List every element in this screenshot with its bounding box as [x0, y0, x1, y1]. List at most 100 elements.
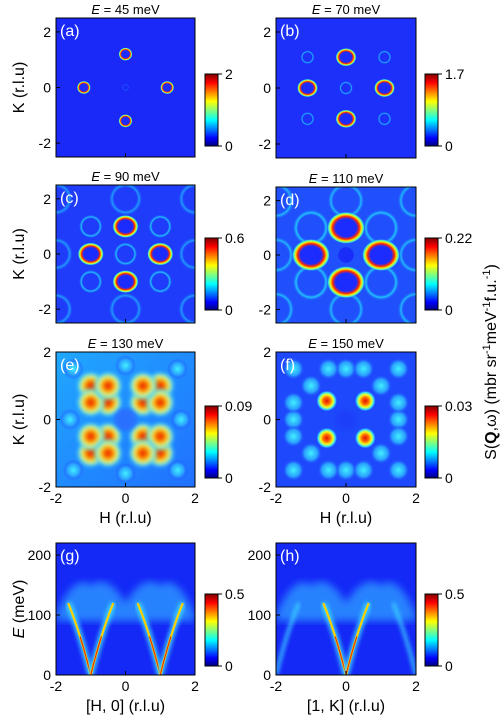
panel-label: (a)	[60, 23, 80, 40]
y-tick-label: 0	[263, 667, 271, 683]
x-tick-label: -2	[270, 490, 283, 506]
y-tick-label: 2	[43, 24, 51, 40]
colorbar-max-label: 2	[225, 66, 233, 82]
y-tick-label: 2	[263, 193, 271, 209]
y-tick-label: -2	[39, 479, 52, 495]
panel-d: (d) E = 110 meV 2 0 -2 0.22 0	[259, 171, 472, 324]
heatmap-image	[56, 185, 195, 323]
x-tick-label: -2	[50, 490, 63, 506]
colorbar: 20	[204, 66, 233, 154]
panel-f: (f) E = 150 meV 2 0 -2-2 0 2 H (r.l.u) 0.03 0	[259, 336, 473, 527]
colorbar: 0.09 0	[204, 398, 252, 486]
y-tick-label: 0	[263, 247, 271, 263]
colorbar: 0.60	[204, 230, 245, 318]
panel-title: E = 90 meV	[91, 169, 160, 184]
panel-title: E = 130 meV	[88, 336, 164, 351]
colorbar-gradient	[424, 405, 439, 479]
heatmap-image	[56, 352, 195, 487]
colorbar-min-label: 0	[445, 658, 453, 674]
panel-b: (b) E = 70 meV 2 0 -2 1.70	[259, 2, 465, 159]
x-tick-label: 2	[412, 490, 420, 506]
x-axis-label: H (r.l.u)	[99, 510, 151, 527]
panel-label: (h)	[280, 548, 300, 565]
panel-title: E = 150 meV	[308, 336, 384, 351]
colorbar-gradient	[424, 237, 439, 311]
y-tick-label: 0	[263, 80, 271, 96]
colorbar-gradient	[204, 593, 219, 667]
x-tick-label: 2	[412, 678, 420, 694]
panel-title: E = 45 meV	[91, 2, 160, 17]
y-tick-label: 2	[43, 191, 51, 207]
colorbar-max-label: 0.6	[225, 230, 245, 246]
colorbar-min-label: 0	[225, 138, 233, 154]
heatmap-image	[276, 18, 416, 158]
panel-label: (d)	[280, 192, 300, 209]
colorbar: 0.50	[424, 586, 465, 674]
colorbar-min-label: 0	[225, 658, 233, 674]
panel-label: (b)	[280, 23, 300, 40]
x-tick-label: 0	[342, 678, 350, 694]
colorbar-min-label: 0	[225, 470, 233, 486]
colorbar-gradient	[424, 73, 439, 147]
x-tick-label: 0	[342, 490, 350, 506]
y-tick-label: 2	[43, 344, 51, 360]
colorbar: 0.03 0	[424, 398, 472, 486]
colorbar-min-label: 0	[445, 302, 453, 318]
colorbar-gradient	[204, 73, 219, 147]
colorbar-max-label: 0.03	[445, 398, 472, 414]
y-axis-label: K (r.l.u)	[11, 62, 28, 114]
panel-label: (e)	[60, 357, 80, 374]
colorbar-min-label: 0	[445, 138, 453, 154]
colorbar-min-label: 0	[225, 302, 233, 318]
y-tick-label: 0	[43, 80, 51, 96]
colorbar-min-label: 0	[445, 470, 453, 486]
panel-label: (g)	[60, 548, 80, 565]
heatmap-image	[276, 543, 416, 675]
panel-label: (f)	[280, 357, 295, 374]
y-tick-label: 100	[248, 607, 272, 623]
y-axis-label: K (r.l.u)	[11, 394, 28, 446]
panel-title: E = 110 meV	[309, 171, 384, 186]
colorbar-max-label: 0.09	[225, 398, 252, 414]
y-tick-label: 2	[263, 24, 271, 40]
x-tick-label: 2	[191, 678, 199, 694]
x-axis-label: [1, K] (r.l.u)	[307, 698, 385, 715]
heatmap-image	[56, 543, 195, 675]
panel-title: E = 70 meV	[312, 2, 381, 17]
x-axis-label: H (r.l.u)	[320, 510, 372, 527]
y-tick-label: 2	[263, 344, 271, 360]
heatmap-image	[276, 352, 416, 487]
colorbar-max-label: 0.22	[445, 230, 472, 246]
x-tick-label: -2	[270, 678, 283, 694]
colorbar-gradient	[204, 405, 219, 479]
y-tick-label: -2	[259, 479, 272, 495]
y-tick-label: 0	[43, 667, 51, 683]
shared-colorbar-label: S(Q,ω) (mbr sr-1meV-1f.u.-1)	[481, 264, 500, 460]
panel-label: (c)	[60, 190, 79, 207]
colorbar-max-label: 0.5	[225, 586, 245, 602]
colorbar: 0.50	[204, 586, 245, 674]
colorbar-gradient	[204, 237, 219, 311]
y-axis-label: E (meV)	[11, 580, 28, 639]
y-tick-label: -2	[259, 301, 272, 317]
y-tick-label: 200	[28, 547, 52, 563]
colorbar: 0.22 0	[424, 230, 472, 318]
x-axis-label: [H, 0] (r.l.u)	[86, 698, 165, 715]
colorbar-max-label: 0.5	[445, 586, 465, 602]
colorbar-gradient	[424, 593, 439, 667]
y-tick-label: 0	[43, 412, 51, 428]
y-tick-label: -2	[39, 135, 52, 151]
x-tick-label: 0	[122, 678, 130, 694]
panel-e: (e) E = 130 meV 2 0 -2-2 0 2 H (r.l.u) K (r.l.u)…	[11, 336, 252, 527]
y-tick-label: 0	[43, 246, 51, 262]
y-tick-label: 200	[248, 547, 272, 563]
x-tick-label: 0	[122, 490, 130, 506]
x-tick-label: -2	[50, 678, 63, 694]
y-tick-label: -2	[259, 136, 272, 152]
colorbar: 1.70	[424, 66, 465, 154]
